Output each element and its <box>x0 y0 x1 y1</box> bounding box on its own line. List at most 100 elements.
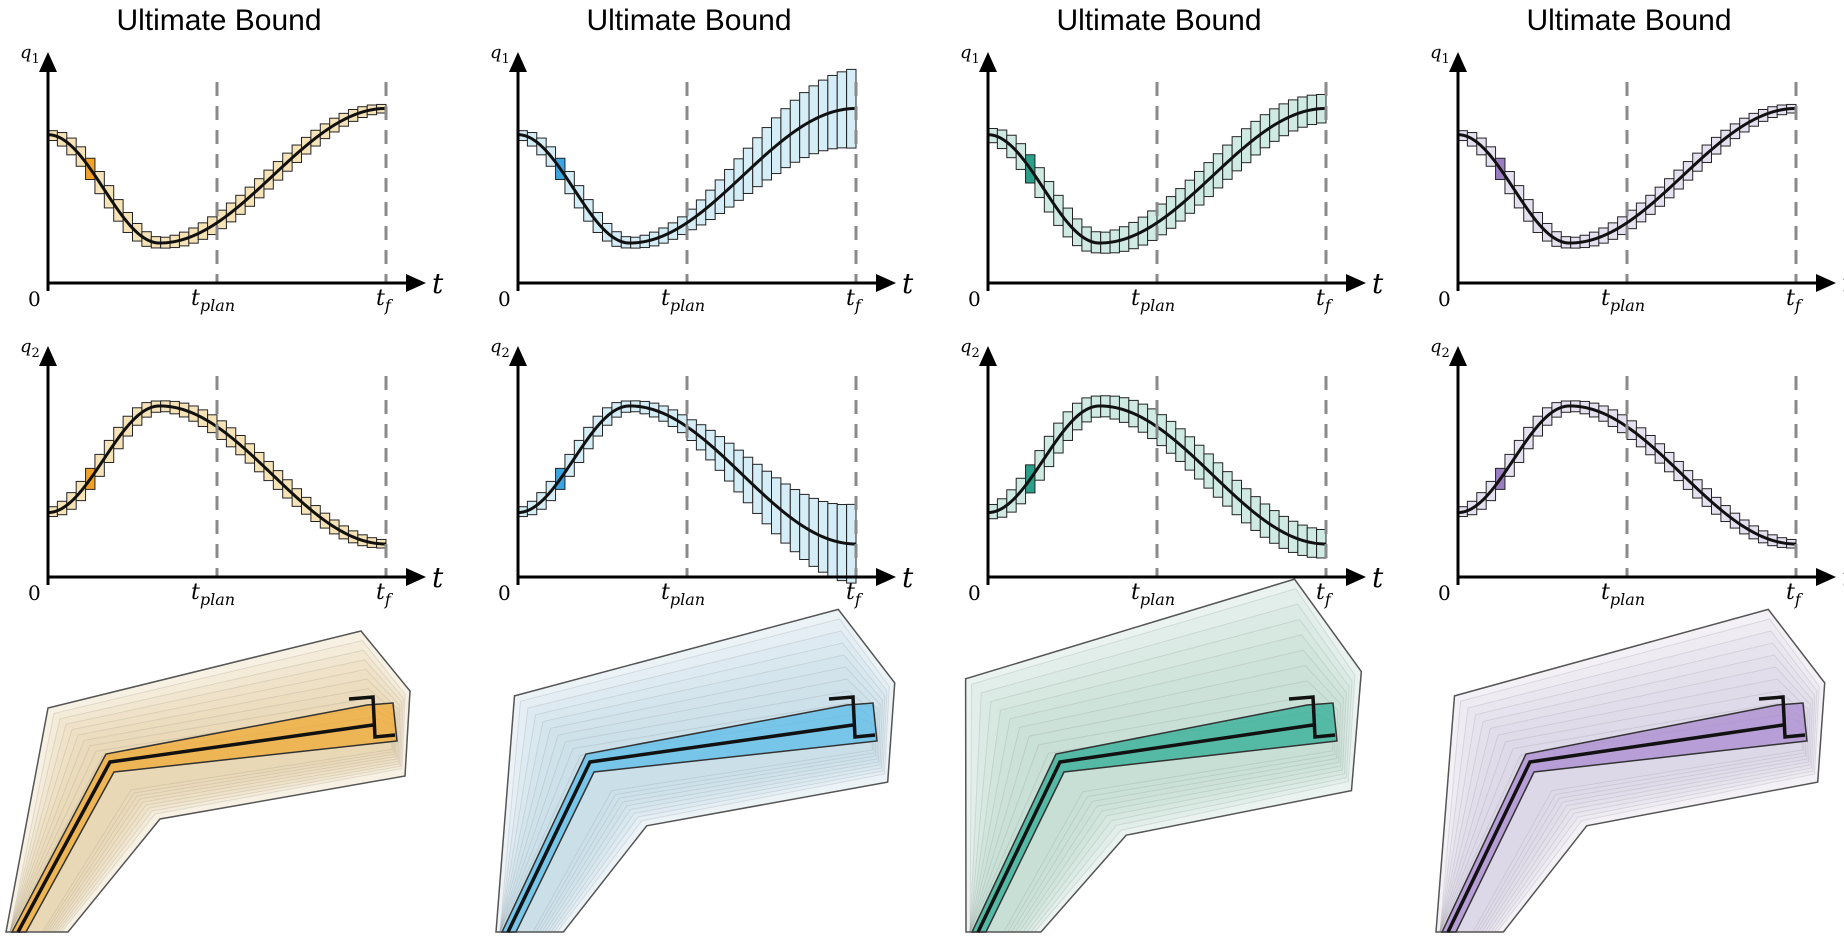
arm-ghost-layer <box>9 640 406 933</box>
arm-bound-envelope <box>1435 608 1826 933</box>
time-axis-arrow <box>876 568 896 586</box>
plot-q2: q2 0 t tplan tf <box>1430 336 1844 609</box>
origin-label: 0 <box>498 581 511 605</box>
time-axis-label: t <box>902 267 914 300</box>
time-axis-arrow <box>876 274 896 292</box>
robot-arm-illustration <box>1435 608 1826 933</box>
plot-q1: q1 0 t tplan tf <box>20 42 444 315</box>
time-axis-arrow <box>1346 274 1366 292</box>
trajectory-line <box>987 106 1327 245</box>
origin-label: 0 <box>28 581 41 605</box>
axis-label-q2: q2 <box>1430 336 1450 361</box>
time-axis-label: t <box>1842 267 1844 300</box>
time-axis-label: t <box>1842 561 1844 594</box>
axis-label-q1: q1 <box>1430 42 1450 67</box>
value-axis-arrow <box>39 346 57 366</box>
plot-q2: q2 0 t tplan tf <box>960 336 1384 609</box>
value-axis-arrow <box>979 346 997 366</box>
arm-skeleton <box>16 723 374 933</box>
time-axis-label: t <box>432 267 444 300</box>
plot-q2: q2 0 t tplan tf <box>490 336 914 609</box>
arm-ghost-layer <box>1439 618 1820 933</box>
robot-arm-illustration <box>495 608 896 933</box>
tplan-label: tplan <box>661 286 705 315</box>
tf-label: tf <box>1316 580 1334 609</box>
axis-label-q1: q1 <box>960 42 980 67</box>
axis-label-q2: q2 <box>490 336 510 361</box>
column-title: Ultimate Bound <box>1056 4 1261 37</box>
origin-label: 0 <box>968 287 981 311</box>
gripper <box>1758 695 1806 739</box>
value-axis-arrow <box>509 52 527 72</box>
time-axis-arrow <box>1346 568 1366 586</box>
origin-label: 0 <box>968 581 981 605</box>
arm-ghost-layer <box>499 630 888 933</box>
arm-ghost-layer <box>969 603 1353 933</box>
value-axis-arrow <box>1449 52 1467 72</box>
time-axis-arrow <box>1816 568 1836 586</box>
column-1: Ultimate Bound q1 0 t tplan tf q2 0 t tplan tf <box>5 4 444 933</box>
plot-q1: q1 0 t tplan tf <box>960 42 1384 315</box>
time-axis-arrow <box>406 274 426 292</box>
arm-ghost-layer <box>969 618 1350 933</box>
gripper <box>828 695 876 739</box>
origin-label: 0 <box>28 287 41 311</box>
trajectory-line <box>47 106 387 245</box>
arm-bound-envelope <box>495 608 896 933</box>
origin-label: 0 <box>498 287 511 311</box>
value-axis-arrow <box>979 52 997 72</box>
arm-ghost-layer <box>969 634 1347 933</box>
time-axis-label: t <box>902 561 914 594</box>
tplan-label: tplan <box>661 580 705 609</box>
time-axis-label: t <box>1372 561 1384 594</box>
arm-skeleton <box>976 723 1314 933</box>
trajectory-line <box>1457 106 1797 245</box>
tplan-label: tplan <box>1601 286 1645 315</box>
axis-label-q2: q2 <box>20 336 40 361</box>
plot-q1: q1 0 t tplan tf <box>1430 42 1844 315</box>
time-axis-arrow <box>1816 274 1836 292</box>
plot-q2: q2 0 t tplan tf <box>20 336 444 609</box>
tplan-label: tplan <box>191 580 235 609</box>
column-4: Ultimate Bound q1 0 t tplan tf q2 0 t tplan tf <box>1430 4 1844 933</box>
arm-skeleton <box>506 723 854 933</box>
tplan-label: tplan <box>191 286 235 315</box>
tf-label: tf <box>1786 286 1804 315</box>
tplan-label: tplan <box>1131 580 1175 609</box>
gripper <box>1288 695 1336 739</box>
column-title: Ultimate Bound <box>586 4 791 37</box>
gripper <box>348 695 396 739</box>
origin-label: 0 <box>1438 287 1451 311</box>
tf-label: tf <box>376 286 394 315</box>
column-title: Ultimate Bound <box>1526 4 1731 37</box>
time-axis-label: t <box>1372 267 1384 300</box>
tf-label: tf <box>846 580 864 609</box>
tf-label: tf <box>846 286 864 315</box>
column-2: Ultimate Bound q1 0 t tplan tf q2 0 t tplan tf <box>490 4 914 933</box>
column-3: Ultimate Bound q1 0 t tplan tf q2 0 t tplan tf <box>960 4 1384 933</box>
arm-ghost-layer <box>499 618 890 933</box>
robot-arm-illustration <box>5 630 411 933</box>
axis-label-q1: q1 <box>490 42 510 67</box>
trajectory-line <box>517 106 857 245</box>
value-axis-arrow <box>39 52 57 72</box>
axis-label-q1: q1 <box>20 42 40 67</box>
arm-nominal-link <box>10 702 398 933</box>
value-axis-arrow <box>1449 346 1467 366</box>
arm-bound-envelope <box>5 630 411 933</box>
tf-label: tf <box>376 580 394 609</box>
plot-q1: q1 0 t tplan tf <box>490 42 914 315</box>
column-title: Ultimate Bound <box>116 4 321 37</box>
value-axis-arrow <box>509 346 527 366</box>
axis-label-q2: q2 <box>960 336 980 361</box>
arm-skeleton <box>1446 723 1784 933</box>
robot-arm-illustration <box>964 578 1363 933</box>
arm-ghost-layer <box>1439 630 1818 933</box>
tf-label: tf <box>1786 580 1804 609</box>
origin-label: 0 <box>1438 581 1451 605</box>
tf-label: tf <box>1316 286 1334 315</box>
tplan-label: tplan <box>1131 286 1175 315</box>
tplan-label: tplan <box>1601 580 1645 609</box>
time-axis-label: t <box>432 561 444 594</box>
